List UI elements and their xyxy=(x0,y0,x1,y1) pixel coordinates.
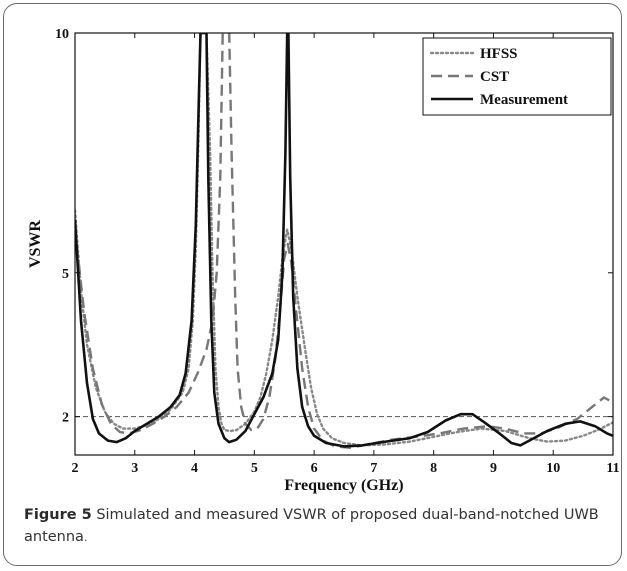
legend: HFSS CST Measurement xyxy=(422,37,612,116)
x-tick-label: 7 xyxy=(370,461,377,476)
plot-area-border xyxy=(74,32,614,456)
legend-label-hfss: HFSS xyxy=(480,46,518,62)
x-tick-label: 9 xyxy=(490,461,497,476)
figure-caption-text: Simulated and measured VSWR of proposed … xyxy=(24,507,599,545)
x-axis-label: Frequency (GHz) xyxy=(284,477,403,494)
series-group xyxy=(75,33,613,449)
x-tick-label: 5 xyxy=(251,461,258,476)
x-tick-label: 4 xyxy=(191,461,198,476)
figure-caption: Figure 5 Simulated and measured VSWR of … xyxy=(24,504,614,549)
legend-label-cst: CST xyxy=(480,69,509,85)
y-tick-label: 5 xyxy=(62,267,69,282)
figure-caption-period: . xyxy=(83,531,88,544)
vswr-chart: 2 3 4 5 6 7 8 9 10 11 2 5 10 Frequency (GHz) VSWR HFSS C… xyxy=(27,27,620,494)
x-tick-label: 11 xyxy=(606,461,619,476)
x-tick-label: 10 xyxy=(546,461,560,476)
legend-label-measurement: Measurement xyxy=(480,92,568,108)
x-tick-label: 3 xyxy=(131,461,138,476)
x-tick-label: 8 xyxy=(430,461,437,476)
y-tick-label: 2 xyxy=(62,411,69,426)
x-tick-label: 2 xyxy=(72,461,79,476)
series-line-measurement xyxy=(75,33,613,448)
series-line-cst xyxy=(75,33,613,449)
x-tick-label: 6 xyxy=(311,461,318,476)
y-tick-label: 10 xyxy=(55,27,69,42)
figure-label: Figure 5 xyxy=(24,507,92,523)
y-axis-label: VSWR xyxy=(27,220,44,268)
